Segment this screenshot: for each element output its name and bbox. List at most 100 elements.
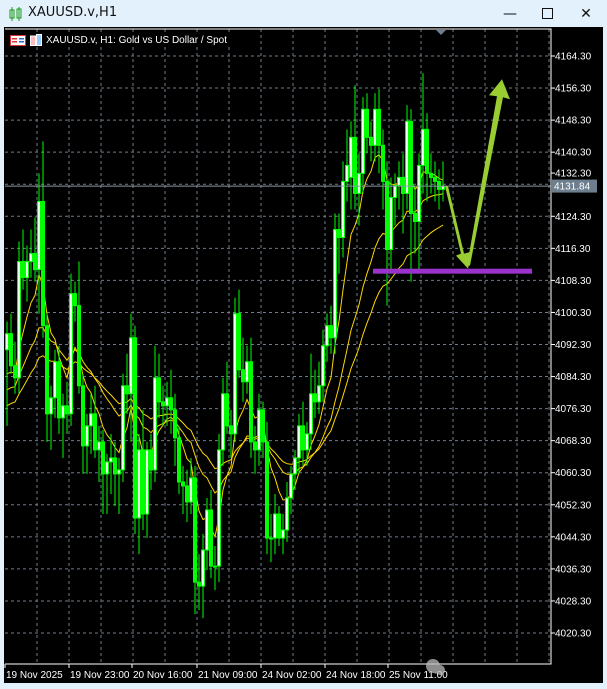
candle[interactable]	[141, 409, 145, 531]
candle[interactable]	[181, 465, 185, 515]
candle[interactable]	[125, 353, 129, 414]
candle[interactable]	[209, 489, 213, 579]
candle[interactable]	[49, 385, 53, 450]
candle[interactable]	[89, 393, 93, 454]
candle[interactable]	[65, 381, 69, 434]
candle[interactable]	[93, 385, 97, 458]
candle[interactable]	[273, 493, 277, 555]
candle[interactable]	[217, 433, 221, 583]
candle[interactable]	[285, 481, 289, 543]
candle[interactable]	[25, 245, 29, 302]
candle[interactable]	[373, 93, 377, 162]
candle[interactable]	[317, 361, 321, 414]
candle[interactable]	[281, 514, 285, 555]
candle[interactable]	[201, 534, 205, 619]
support-level-line[interactable]	[373, 268, 532, 274]
candle[interactable]	[245, 345, 249, 394]
candle[interactable]	[161, 385, 165, 426]
candle[interactable]	[45, 313, 49, 442]
candle[interactable]	[385, 161, 389, 306]
candle[interactable]	[117, 457, 121, 515]
trade-direction-arrows[interactable]	[445, 79, 510, 269]
candle[interactable]	[349, 121, 353, 210]
candle[interactable]	[57, 345, 61, 434]
candle[interactable]	[401, 153, 405, 234]
chart-type-icon[interactable]	[30, 34, 42, 46]
candle[interactable]	[149, 433, 153, 490]
candle[interactable]	[153, 345, 157, 482]
candle[interactable]	[101, 429, 105, 515]
candle[interactable]	[257, 393, 261, 466]
candle[interactable]	[365, 93, 369, 154]
candle[interactable]	[297, 413, 301, 474]
candle[interactable]	[33, 217, 37, 282]
candle[interactable]	[429, 153, 433, 194]
close-button[interactable]: ✕	[566, 0, 606, 27]
candle[interactable]	[325, 313, 329, 362]
candle[interactable]	[97, 425, 101, 482]
candle[interactable]	[9, 313, 13, 374]
candle[interactable]	[157, 353, 161, 418]
candle[interactable]	[109, 433, 113, 494]
candle[interactable]	[393, 173, 397, 226]
candle[interactable]	[249, 337, 253, 458]
candle[interactable]	[341, 161, 345, 258]
one-click-trading-icon[interactable]	[10, 34, 26, 46]
candle[interactable]	[41, 141, 45, 338]
candle[interactable]	[213, 546, 217, 591]
candle[interactable]	[277, 505, 281, 547]
candle[interactable]	[301, 401, 305, 466]
candle[interactable]	[269, 514, 273, 563]
candle[interactable]	[261, 401, 265, 458]
candle[interactable]	[77, 261, 81, 394]
candle[interactable]	[289, 465, 293, 515]
candle[interactable]	[237, 289, 241, 378]
candle[interactable]	[17, 241, 21, 394]
candle[interactable]	[305, 421, 309, 466]
candle[interactable]	[177, 425, 181, 494]
candle[interactable]	[433, 161, 437, 202]
candle[interactable]	[85, 413, 89, 474]
candle[interactable]	[105, 453, 109, 515]
candle[interactable]	[5, 321, 9, 426]
candle[interactable]	[377, 89, 381, 174]
candle[interactable]	[441, 161, 445, 202]
candle[interactable]	[81, 373, 85, 474]
candle[interactable]	[69, 273, 73, 426]
candle[interactable]	[137, 433, 141, 555]
candle[interactable]	[397, 161, 401, 210]
candle[interactable]	[133, 325, 137, 535]
candle[interactable]	[405, 105, 409, 210]
candle[interactable]	[129, 313, 133, 442]
candle[interactable]	[253, 425, 257, 474]
candle[interactable]	[225, 361, 229, 434]
candle[interactable]	[421, 73, 425, 194]
candle[interactable]	[337, 213, 341, 274]
chart-shift-marker-icon[interactable]	[436, 30, 446, 35]
candle[interactable]	[329, 305, 333, 354]
candle[interactable]	[205, 497, 209, 571]
candle[interactable]	[389, 177, 393, 274]
candle[interactable]	[381, 129, 385, 210]
window-title-bar[interactable]: XAUUSD.v,H1 — ✕	[0, 0, 607, 27]
candle[interactable]	[13, 341, 17, 394]
candle[interactable]	[417, 153, 421, 274]
candle[interactable]	[409, 109, 413, 282]
candle[interactable]	[113, 441, 117, 506]
chart-window[interactable]	[4, 27, 603, 683]
candle[interactable]	[173, 393, 177, 466]
candle[interactable]	[229, 409, 233, 458]
candle[interactable]	[357, 153, 361, 226]
candle[interactable]	[265, 421, 269, 555]
candle[interactable]	[197, 554, 201, 611]
candle[interactable]	[233, 297, 237, 442]
candle[interactable]	[73, 281, 77, 322]
candle[interactable]	[369, 121, 373, 162]
candle[interactable]	[165, 381, 169, 426]
minimize-button[interactable]: —	[490, 0, 530, 27]
candle[interactable]	[313, 369, 317, 418]
candle[interactable]	[413, 185, 417, 254]
candle[interactable]	[53, 349, 57, 418]
candle[interactable]	[425, 113, 429, 202]
